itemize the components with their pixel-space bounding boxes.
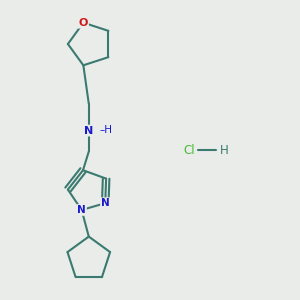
Text: –H: –H xyxy=(99,125,112,135)
Text: N: N xyxy=(77,205,86,215)
Text: H: H xyxy=(220,143,229,157)
Text: O: O xyxy=(79,18,88,28)
Text: Cl: Cl xyxy=(183,143,195,157)
Text: N: N xyxy=(101,198,110,208)
Text: N: N xyxy=(84,126,93,136)
